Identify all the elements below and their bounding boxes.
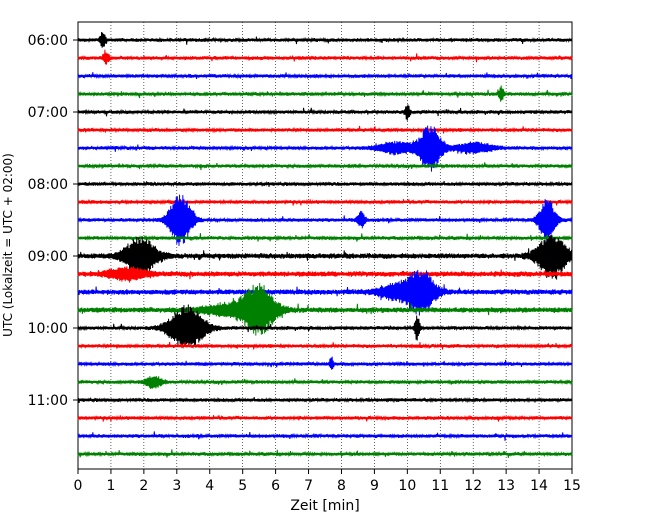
trace-10 bbox=[77, 194, 573, 246]
trace-21 bbox=[77, 414, 573, 422]
trace-22 bbox=[77, 431, 573, 441]
x-tick-label: 2 bbox=[139, 478, 148, 494]
x-tick-label: 12 bbox=[464, 478, 482, 494]
x-tick-label: 0 bbox=[74, 478, 83, 494]
trace-8 bbox=[77, 180, 573, 188]
x-axis-label: Zeit [min] bbox=[290, 498, 359, 514]
trace-18 bbox=[77, 356, 573, 370]
trace-19 bbox=[77, 376, 573, 389]
trace-20 bbox=[77, 396, 573, 404]
trace-23 bbox=[77, 449, 573, 458]
trace-2 bbox=[77, 72, 573, 80]
trace-17 bbox=[77, 341, 573, 350]
x-axis-ticks: 0 1 2 3 4 5 6 7 8 9 10 11 12 13 14 15 bbox=[74, 469, 581, 494]
trace-3 bbox=[77, 85, 573, 102]
y-axis-label: UTC (Lokalzeit = UTC + 02:00) bbox=[1, 153, 15, 337]
trace-1 bbox=[77, 49, 573, 65]
plot-frame bbox=[77, 21, 573, 470]
x-tick-label: 8 bbox=[337, 478, 346, 494]
trace-0 bbox=[77, 31, 573, 48]
y-tick-label: 11:00 bbox=[28, 393, 68, 409]
traces bbox=[77, 31, 573, 458]
trace-7 bbox=[77, 162, 573, 171]
x-tick-label: 5 bbox=[238, 478, 247, 494]
y-axis-ticks: 06:00 07:00 08:00 09:00 10:00 11:00 bbox=[28, 33, 78, 409]
y-tick-label: 09:00 bbox=[28, 249, 68, 265]
x-tick-label: 4 bbox=[205, 478, 214, 494]
x-tick-label: 10 bbox=[398, 478, 416, 494]
x-tick-label: 9 bbox=[370, 478, 379, 494]
trace-13 bbox=[77, 266, 573, 283]
y-tick-label: 08:00 bbox=[28, 177, 68, 193]
x-tick-label: 3 bbox=[172, 478, 181, 494]
x-tick-label: 13 bbox=[497, 478, 515, 494]
trace-15 bbox=[77, 282, 573, 336]
x-tick-label: 7 bbox=[304, 478, 313, 494]
trace-5 bbox=[77, 125, 573, 134]
trace-14 bbox=[77, 269, 573, 316]
y-tick-label: 06:00 bbox=[28, 33, 68, 49]
x-tick-label: 11 bbox=[431, 478, 449, 494]
trace-11 bbox=[77, 233, 573, 242]
trace-9 bbox=[77, 198, 573, 206]
y-tick-label: 07:00 bbox=[28, 105, 68, 121]
trace-12 bbox=[77, 234, 573, 280]
x-tick-label: 6 bbox=[271, 478, 280, 494]
y-tick-label: 10:00 bbox=[28, 321, 68, 337]
x-tick-label: 15 bbox=[563, 478, 581, 494]
x-tick-label: 1 bbox=[106, 478, 115, 494]
x-tick-label: 14 bbox=[530, 478, 548, 494]
grid-lines bbox=[110, 22, 540, 469]
trace-4 bbox=[77, 104, 573, 121]
trace-6 bbox=[77, 125, 573, 172]
trace-16 bbox=[77, 304, 573, 348]
